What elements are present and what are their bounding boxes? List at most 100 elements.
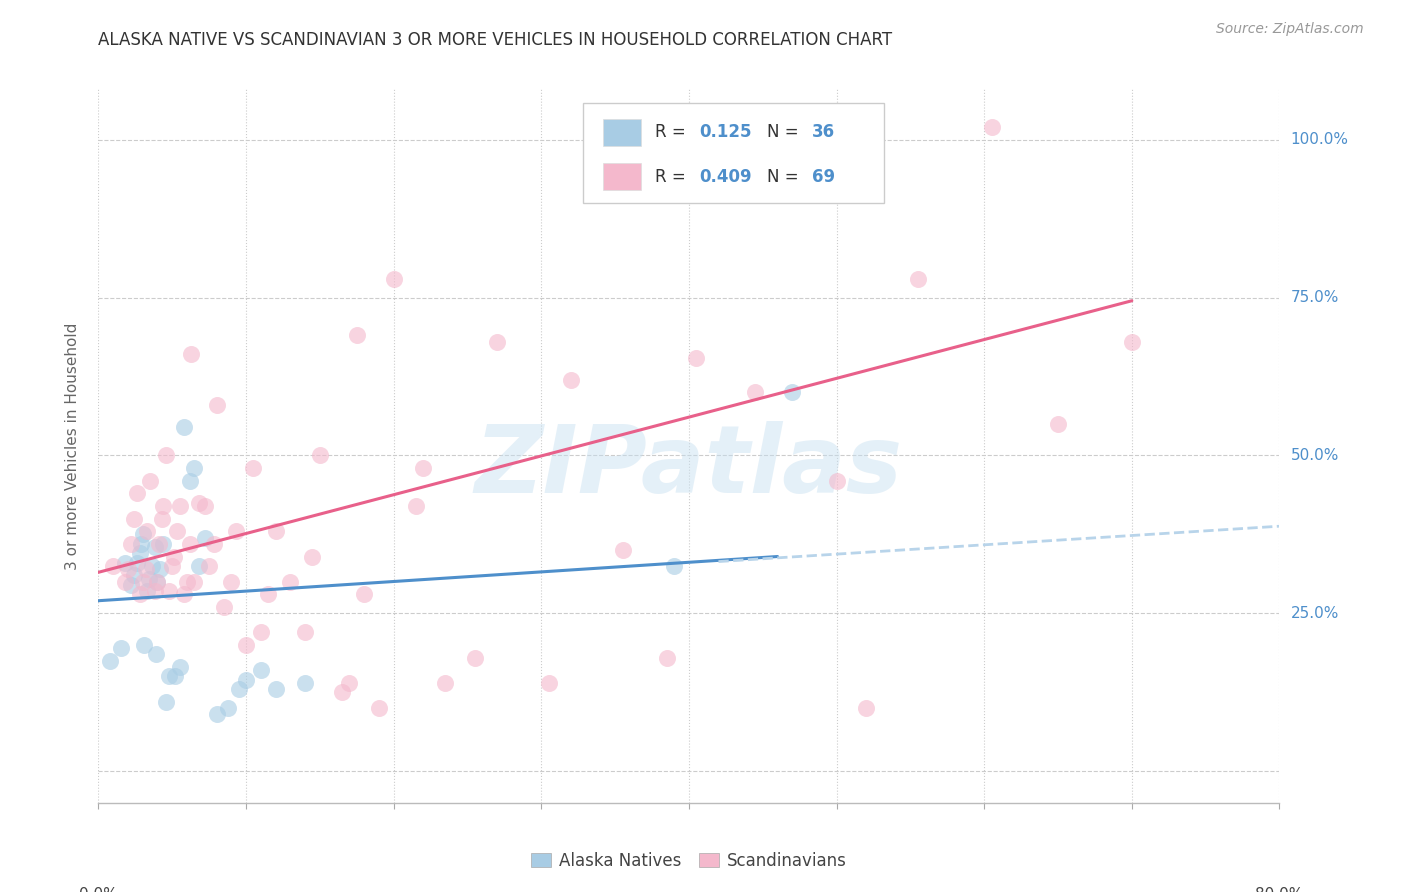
- Text: ALASKA NATIVE VS SCANDINAVIAN 3 OR MORE VEHICLES IN HOUSEHOLD CORRELATION CHART: ALASKA NATIVE VS SCANDINAVIAN 3 OR MORE …: [98, 31, 893, 49]
- Point: [250, 625, 273, 640]
- Point: [149, 562, 172, 576]
- Point: [122, 511, 145, 525]
- Point: [98, 654, 121, 668]
- Point: [183, 574, 205, 589]
- Point: [125, 486, 148, 500]
- Point: [537, 675, 560, 690]
- Point: [294, 675, 316, 690]
- Point: [202, 537, 225, 551]
- Point: [346, 328, 368, 343]
- FancyBboxPatch shape: [603, 119, 641, 145]
- Point: [179, 537, 201, 551]
- Text: 75.0%: 75.0%: [1291, 290, 1339, 305]
- Point: [173, 420, 195, 434]
- Text: Source: ZipAtlas.com: Source: ZipAtlas.com: [1216, 22, 1364, 37]
- Point: [235, 638, 257, 652]
- Point: [907, 271, 929, 285]
- Point: [135, 562, 157, 576]
- Text: 0.125: 0.125: [700, 123, 752, 141]
- Text: 50.0%: 50.0%: [1291, 448, 1339, 463]
- Text: 100.0%: 100.0%: [1291, 132, 1348, 147]
- Point: [368, 701, 391, 715]
- Point: [141, 559, 163, 574]
- Point: [1386, 673, 1406, 687]
- Point: [194, 499, 217, 513]
- Point: [138, 572, 160, 586]
- Point: [198, 559, 221, 574]
- Point: [217, 701, 239, 715]
- Y-axis label: 3 or more Vehicles in Household: 3 or more Vehicles in Household: [65, 322, 80, 570]
- Point: [162, 559, 183, 574]
- Point: [685, 351, 707, 365]
- Point: [173, 587, 195, 601]
- Point: [155, 449, 177, 463]
- Point: [180, 347, 202, 361]
- Text: N =: N =: [766, 123, 804, 141]
- Point: [225, 524, 247, 539]
- Text: 80.0%: 80.0%: [1256, 887, 1303, 892]
- Point: [278, 574, 302, 589]
- Point: [825, 474, 848, 488]
- Point: [136, 524, 159, 539]
- FancyBboxPatch shape: [582, 103, 884, 203]
- Point: [405, 499, 427, 513]
- Point: [150, 511, 173, 525]
- Point: [412, 461, 434, 475]
- Point: [146, 574, 169, 589]
- Point: [664, 559, 686, 574]
- Point: [152, 499, 174, 513]
- Point: [152, 537, 174, 551]
- Text: R =: R =: [655, 123, 690, 141]
- Text: ZIPatlas: ZIPatlas: [475, 421, 903, 514]
- Text: 0.409: 0.409: [700, 168, 752, 186]
- Point: [1046, 417, 1069, 431]
- Legend: Alaska Natives, Scandinavians: Alaska Natives, Scandinavians: [524, 846, 853, 877]
- Point: [337, 675, 360, 690]
- Point: [744, 385, 766, 400]
- FancyBboxPatch shape: [603, 163, 641, 190]
- Point: [120, 537, 142, 551]
- Point: [294, 625, 316, 640]
- Point: [264, 682, 287, 697]
- Point: [855, 701, 877, 715]
- Point: [382, 271, 405, 285]
- Point: [235, 673, 257, 687]
- Point: [1298, 537, 1320, 551]
- Point: [169, 660, 191, 674]
- Point: [125, 556, 148, 570]
- Point: [301, 549, 323, 564]
- Point: [309, 449, 332, 463]
- Text: N =: N =: [766, 168, 804, 186]
- Point: [205, 707, 228, 722]
- Point: [132, 527, 155, 541]
- Point: [179, 474, 201, 488]
- Point: [163, 549, 186, 564]
- Point: [128, 546, 150, 560]
- Point: [114, 574, 136, 589]
- Point: [129, 537, 152, 551]
- Point: [187, 559, 209, 574]
- Point: [205, 398, 228, 412]
- Point: [169, 499, 191, 513]
- Point: [165, 669, 187, 683]
- Point: [145, 648, 167, 662]
- Point: [110, 641, 132, 656]
- Point: [148, 537, 170, 551]
- Point: [612, 543, 634, 558]
- Point: [194, 531, 217, 545]
- Point: [143, 584, 166, 599]
- Point: [228, 682, 250, 697]
- Point: [176, 574, 198, 589]
- Point: [139, 474, 162, 488]
- Point: [212, 600, 235, 615]
- Point: [782, 385, 804, 400]
- Point: [136, 584, 159, 599]
- Text: 69: 69: [811, 168, 835, 186]
- Text: R =: R =: [655, 168, 690, 186]
- Point: [353, 587, 375, 601]
- Point: [187, 496, 209, 510]
- Point: [128, 587, 150, 601]
- Point: [183, 461, 205, 475]
- Point: [242, 461, 264, 475]
- Point: [146, 574, 169, 589]
